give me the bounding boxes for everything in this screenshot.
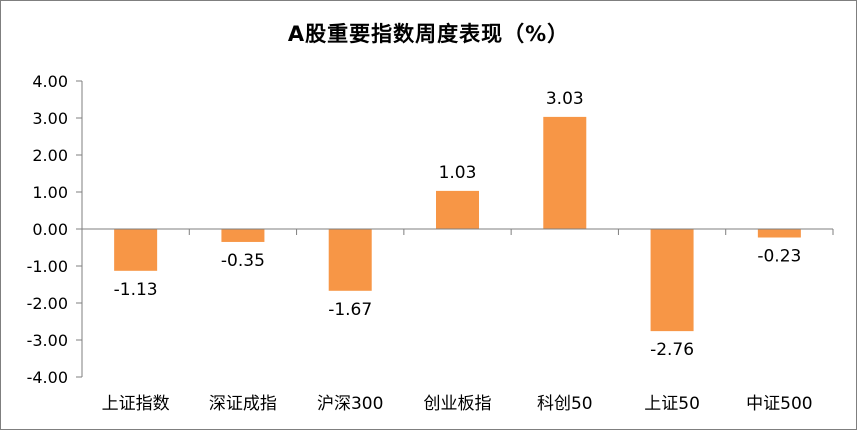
bar xyxy=(650,229,694,332)
data-label: 1.03 xyxy=(439,163,477,183)
data-label: -1.67 xyxy=(328,300,372,320)
bar xyxy=(221,229,265,242)
bar xyxy=(757,229,801,238)
y-tick-label: 2.00 xyxy=(32,146,68,165)
data-label: -2.76 xyxy=(650,340,694,360)
y-tick-label: -2.00 xyxy=(27,294,68,313)
data-label: -0.23 xyxy=(757,247,801,267)
y-tick-label: 4.00 xyxy=(32,72,68,91)
x-category-label: 上证指数 xyxy=(102,394,170,414)
x-category-label: 沪深300 xyxy=(317,394,383,414)
data-label: 3.03 xyxy=(546,89,584,109)
x-category-label: 深证成指 xyxy=(209,394,277,414)
x-category-label: 上证50 xyxy=(644,394,700,414)
y-tick-label: -4.00 xyxy=(27,368,68,387)
data-label: -0.35 xyxy=(221,251,265,271)
bar xyxy=(436,190,479,229)
y-tick-label: -3.00 xyxy=(27,331,68,350)
x-category-label: 科创50 xyxy=(537,394,593,414)
x-category-label: 创业板指 xyxy=(424,394,492,414)
y-tick-label: 0.00 xyxy=(32,220,68,239)
chart-title: A股重要指数周度表现（%） xyxy=(287,22,570,46)
bar xyxy=(114,229,158,271)
bar xyxy=(328,229,372,291)
bar xyxy=(543,116,587,229)
x-category-label: 中证500 xyxy=(746,394,812,414)
y-tick-label: 3.00 xyxy=(32,109,68,128)
y-tick-label: -1.00 xyxy=(27,257,68,276)
data-label: -1.13 xyxy=(114,280,158,300)
y-tick-label: 1.00 xyxy=(32,183,68,202)
